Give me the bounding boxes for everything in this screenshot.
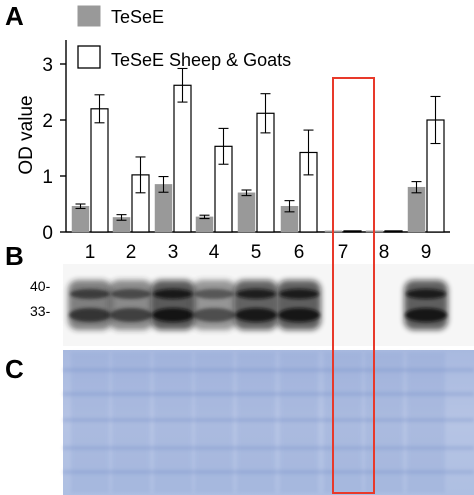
y-tick-label: 2 (42, 111, 53, 132)
gel-lane-5 (237, 352, 275, 493)
blot-band-lower-lane-9 (405, 308, 447, 322)
stained-gel (63, 350, 474, 495)
gel-lane-7 (324, 352, 362, 493)
bar-tesee-lane-1 (71, 205, 90, 233)
bar-sheep-goats-lane-7 (343, 230, 362, 233)
legend-label-tesee: TeSeE (111, 7, 164, 27)
bar-sheep-goats-lane-3 (173, 84, 192, 233)
bar-tesee-lane-4 (195, 216, 214, 233)
gel-lane-6 (280, 352, 318, 493)
blot-band-lower-lane-3 (152, 308, 194, 322)
y-axis-ticks: 0 1 2 3 (42, 55, 66, 244)
blot-band-smear-lane-5 (234, 280, 278, 330)
legend: TeSeE TeSeE Sheep & Goats (77, 5, 291, 70)
lane-7-highlight-box (332, 77, 375, 494)
y-tick-label: 0 (42, 223, 53, 244)
gel-lane-2 (112, 352, 150, 493)
lane-label-2: 2 (126, 242, 137, 263)
blot-band-upper-lane-6 (279, 289, 319, 299)
blot-band-smear-lane-6 (277, 280, 321, 330)
blot-band-lower-lane-2 (110, 308, 152, 322)
lane-label-3: 3 (168, 242, 179, 263)
blot-band-upper-lane-9 (406, 289, 446, 299)
lane-label-7: 7 (338, 242, 349, 263)
bar-tesee-lane-9 (407, 186, 426, 233)
panel-c-label: C (5, 354, 24, 384)
bar-tesee-lane-5 (237, 192, 256, 233)
blot-band-smear-lane-4 (192, 280, 236, 330)
gel-protein-band (63, 446, 474, 450)
panel-b-label: B (5, 241, 24, 271)
blot-band-lower-lane-4 (193, 308, 235, 322)
blot-band-upper-lane-1 (70, 289, 110, 299)
lane-label-9: 9 (421, 242, 432, 263)
bar-sheep-goats-lane-1 (90, 108, 109, 233)
gel-lane-8 (365, 352, 403, 493)
lane-label-4: 4 (209, 242, 220, 263)
blot-band-upper-lane-4 (194, 289, 234, 299)
blot-band-upper-lane-3 (153, 289, 193, 299)
gel-protein-band (63, 392, 474, 396)
blot-bands (68, 280, 448, 330)
gel-lane-3 (154, 352, 192, 493)
lane-label-1: 1 (85, 242, 96, 263)
blot-band-smear-lane-9 (404, 280, 448, 330)
blot-band-upper-lane-5 (236, 289, 276, 299)
bar-chart: OD value 0 1 2 3 1 2 3 4 5 6 7 8 9 TeSeE TeSeE Shee… (16, 5, 450, 263)
gel-protein-band (63, 418, 474, 422)
y-axis-label: OD value (16, 95, 37, 174)
gel-lanes (63, 352, 474, 493)
gel-lane-1 (71, 352, 109, 493)
blot-band-upper-lane-2 (111, 289, 151, 299)
marker-40: 40- (30, 278, 51, 294)
legend-swatch-sheep-goats (77, 45, 101, 69)
y-tick-label: 3 (42, 55, 53, 76)
marker-33: 33- (30, 303, 51, 319)
gel-protein-band (63, 368, 474, 372)
panel-a-label: A (5, 1, 24, 31)
bar-sheep-goats-lane-8 (384, 230, 403, 233)
blot-band-smear-lane-2 (109, 280, 153, 330)
blot-band-lower-lane-1 (69, 308, 111, 322)
legend-label-sheep-goats: TeSeE Sheep & Goats (111, 50, 291, 70)
legend-swatch-tesee (77, 5, 101, 27)
lane-label-6: 6 (294, 242, 305, 263)
lane-label-8: 8 (379, 242, 390, 263)
blot-band-smear-lane-3 (151, 280, 195, 330)
bar-series (71, 67, 445, 233)
western-blot: 40- 33- (30, 264, 474, 346)
gel-lane-9 (407, 352, 445, 493)
lane-label-5: 5 (251, 242, 262, 263)
gel-lane-4 (195, 352, 233, 493)
blot-band-lower-lane-6 (278, 308, 320, 322)
lane-labels: 1 2 3 4 5 6 7 8 9 (85, 242, 432, 263)
gel-protein-band (63, 470, 474, 474)
blot-band-lower-lane-5 (235, 308, 277, 322)
blot-band-smear-lane-1 (68, 280, 112, 330)
y-tick-label: 1 (42, 167, 53, 188)
